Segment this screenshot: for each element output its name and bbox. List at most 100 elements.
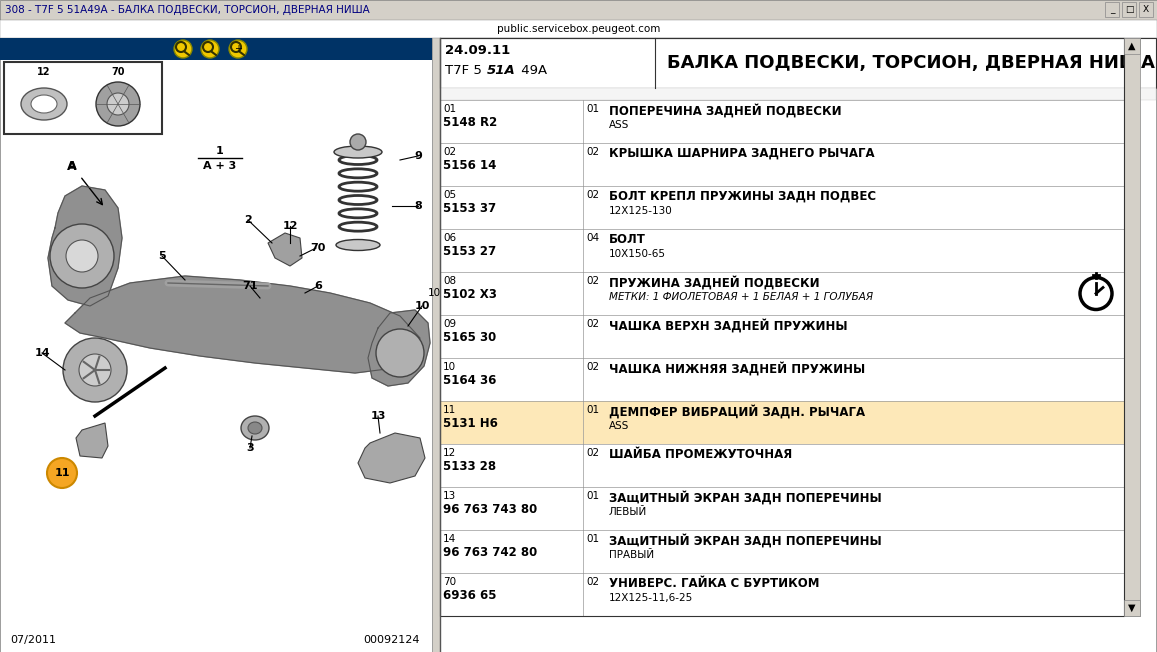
Bar [0, 38, 432, 60]
Polygon shape [368, 310, 430, 386]
Text: 6: 6 [314, 281, 322, 291]
Bar [440, 100, 1123, 143]
Circle shape [66, 240, 98, 272]
Circle shape [62, 338, 127, 402]
Text: 06: 06 [443, 233, 456, 243]
Text: 12: 12 [282, 221, 297, 231]
Text: 71: 71 [242, 281, 258, 291]
Text: КРЫШКА ШАРНИРА ЗАДНЕГО РЫЧАГА: КРЫШКА ШАРНИРА ЗАДНЕГО РЫЧАГА [609, 147, 875, 160]
Circle shape [96, 82, 140, 126]
Text: БОЛТ КРЕПЛ ПРУЖИНЫ ЗАДН ПОДВЕС: БОЛТ КРЕПЛ ПРУЖИНЫ ЗАДН ПОДВЕС [609, 190, 876, 203]
Bar [440, 401, 1123, 444]
Bar [1123, 600, 1140, 616]
Text: 5131 H6: 5131 H6 [443, 417, 498, 430]
Bar [440, 38, 1156, 652]
Text: 2: 2 [244, 215, 252, 225]
Text: 13: 13 [370, 411, 385, 421]
Bar [1138, 2, 1154, 17]
Ellipse shape [334, 146, 382, 158]
Text: 13: 13 [443, 491, 456, 501]
Text: 02: 02 [585, 190, 599, 200]
Text: 9: 9 [414, 151, 422, 161]
Bar [3, 62, 162, 134]
Polygon shape [47, 186, 121, 306]
Text: 14: 14 [443, 534, 456, 544]
Text: ЛЕВЫЙ: ЛЕВЫЙ [609, 507, 647, 517]
Bar [440, 88, 1156, 100]
Text: ЧАШКА НИЖНЯЯ ЗАДНЕЙ ПРУЖИНЫ: ЧАШКА НИЖНЯЯ ЗАДНЕЙ ПРУЖИНЫ [609, 362, 865, 376]
Ellipse shape [241, 416, 268, 440]
Text: 1: 1 [216, 146, 223, 156]
Text: БАЛКА ПОДВЕСКИ, ТОРСИОН, ДВЕРНАЯ НИША: БАЛКА ПОДВЕСКИ, ТОРСИОН, ДВЕРНАЯ НИША [666, 54, 1155, 72]
Polygon shape [65, 276, 420, 373]
Text: □: □ [1125, 5, 1133, 14]
Polygon shape [268, 233, 302, 266]
Bar [440, 573, 1123, 616]
Text: 11: 11 [443, 405, 456, 415]
Text: 3: 3 [246, 443, 253, 453]
Text: 11: 11 [54, 468, 69, 478]
Text: 49A: 49A [517, 65, 547, 78]
Text: 02: 02 [585, 276, 599, 286]
Text: 10X150-65: 10X150-65 [609, 249, 666, 259]
Bar [0, 0, 1157, 20]
Polygon shape [76, 423, 108, 458]
Circle shape [174, 40, 192, 58]
Circle shape [376, 329, 423, 377]
Circle shape [50, 224, 115, 288]
Bar [440, 272, 1123, 315]
Text: 5: 5 [159, 251, 165, 261]
Text: 01: 01 [443, 104, 456, 114]
Text: 96 763 743 80: 96 763 743 80 [443, 503, 537, 516]
Text: ДЕМПФЕР ВИБРАЦИЙ ЗАДН. РЫЧАГА: ДЕМПФЕР ВИБРАЦИЙ ЗАДН. РЫЧАГА [609, 405, 865, 419]
Text: МЕТКИ: 1 ФИОЛЕТОВАЯ + 1 БЕЛАЯ + 1 ГОЛУБАЯ: МЕТКИ: 1 ФИОЛЕТОВАЯ + 1 БЕЛАЯ + 1 ГОЛУБА… [609, 292, 874, 302]
Bar [440, 143, 1123, 186]
Text: 51A: 51A [487, 65, 516, 78]
Bar [440, 315, 1123, 358]
Bar [1123, 38, 1140, 616]
Circle shape [47, 458, 78, 488]
Text: 01: 01 [585, 104, 599, 114]
Text: 10: 10 [443, 362, 456, 372]
Circle shape [229, 40, 246, 58]
Text: 10: 10 [414, 301, 429, 311]
Bar [440, 229, 1123, 272]
Text: A: A [68, 161, 76, 171]
Circle shape [106, 93, 128, 115]
Text: A + 3: A + 3 [204, 161, 237, 171]
Text: 05: 05 [443, 190, 456, 200]
Text: T7F 5: T7F 5 [445, 65, 486, 78]
Text: 10: 10 [427, 288, 441, 298]
Text: 5164 36: 5164 36 [443, 374, 496, 387]
Text: ▲: ▲ [1128, 41, 1136, 51]
Text: ASS: ASS [609, 421, 629, 431]
Text: УНИВЕРС. ГАЙКА С БУРТИКОМ: УНИВЕРС. ГАЙКА С БУРТИКОМ [609, 577, 819, 590]
Text: ПРУЖИНА ЗАДНЕЙ ПОДВЕСКИ: ПРУЖИНА ЗАДНЕЙ ПОДВЕСКИ [609, 276, 819, 290]
Text: public.servicebox.peugeot.com: public.servicebox.peugeot.com [496, 24, 661, 34]
Text: 70: 70 [111, 67, 125, 77]
Bar [440, 444, 1123, 487]
Text: ЧАШКА ВЕРХН ЗАДНЕЙ ПРУЖИНЫ: ЧАШКА ВЕРХН ЗАДНЕЙ ПРУЖИНЫ [609, 319, 848, 333]
Text: 96 763 742 80: 96 763 742 80 [443, 546, 537, 559]
Text: _: _ [1110, 5, 1114, 14]
Bar [440, 530, 1123, 573]
Text: 01: 01 [585, 534, 599, 544]
Text: 6936 65: 6936 65 [443, 589, 496, 602]
Text: 09: 09 [443, 319, 456, 329]
Text: ЗАщИТНЫЙ ЭКРАН ЗАДН ПОПЕРЕЧИНЫ: ЗАщИТНЫЙ ЭКРАН ЗАДН ПОПЕРЕЧИНЫ [609, 491, 882, 505]
Text: 00092124: 00092124 [363, 635, 420, 645]
Text: ПРАВЫЙ: ПРАВЫЙ [609, 550, 654, 560]
Text: 12X125-11,6-25: 12X125-11,6-25 [609, 593, 693, 603]
Text: 70: 70 [443, 577, 456, 587]
Text: 5148 R2: 5148 R2 [443, 116, 498, 129]
Text: 5102 X3: 5102 X3 [443, 288, 496, 301]
Bar [1122, 2, 1136, 17]
Text: 5156 14: 5156 14 [443, 159, 496, 172]
Text: 70: 70 [310, 243, 325, 253]
Bar [440, 38, 1156, 88]
Text: ASS: ASS [609, 120, 629, 130]
Text: 14: 14 [35, 348, 50, 358]
Text: 02: 02 [585, 362, 599, 372]
Text: 5153 37: 5153 37 [443, 202, 496, 215]
Bar [0, 20, 1157, 38]
